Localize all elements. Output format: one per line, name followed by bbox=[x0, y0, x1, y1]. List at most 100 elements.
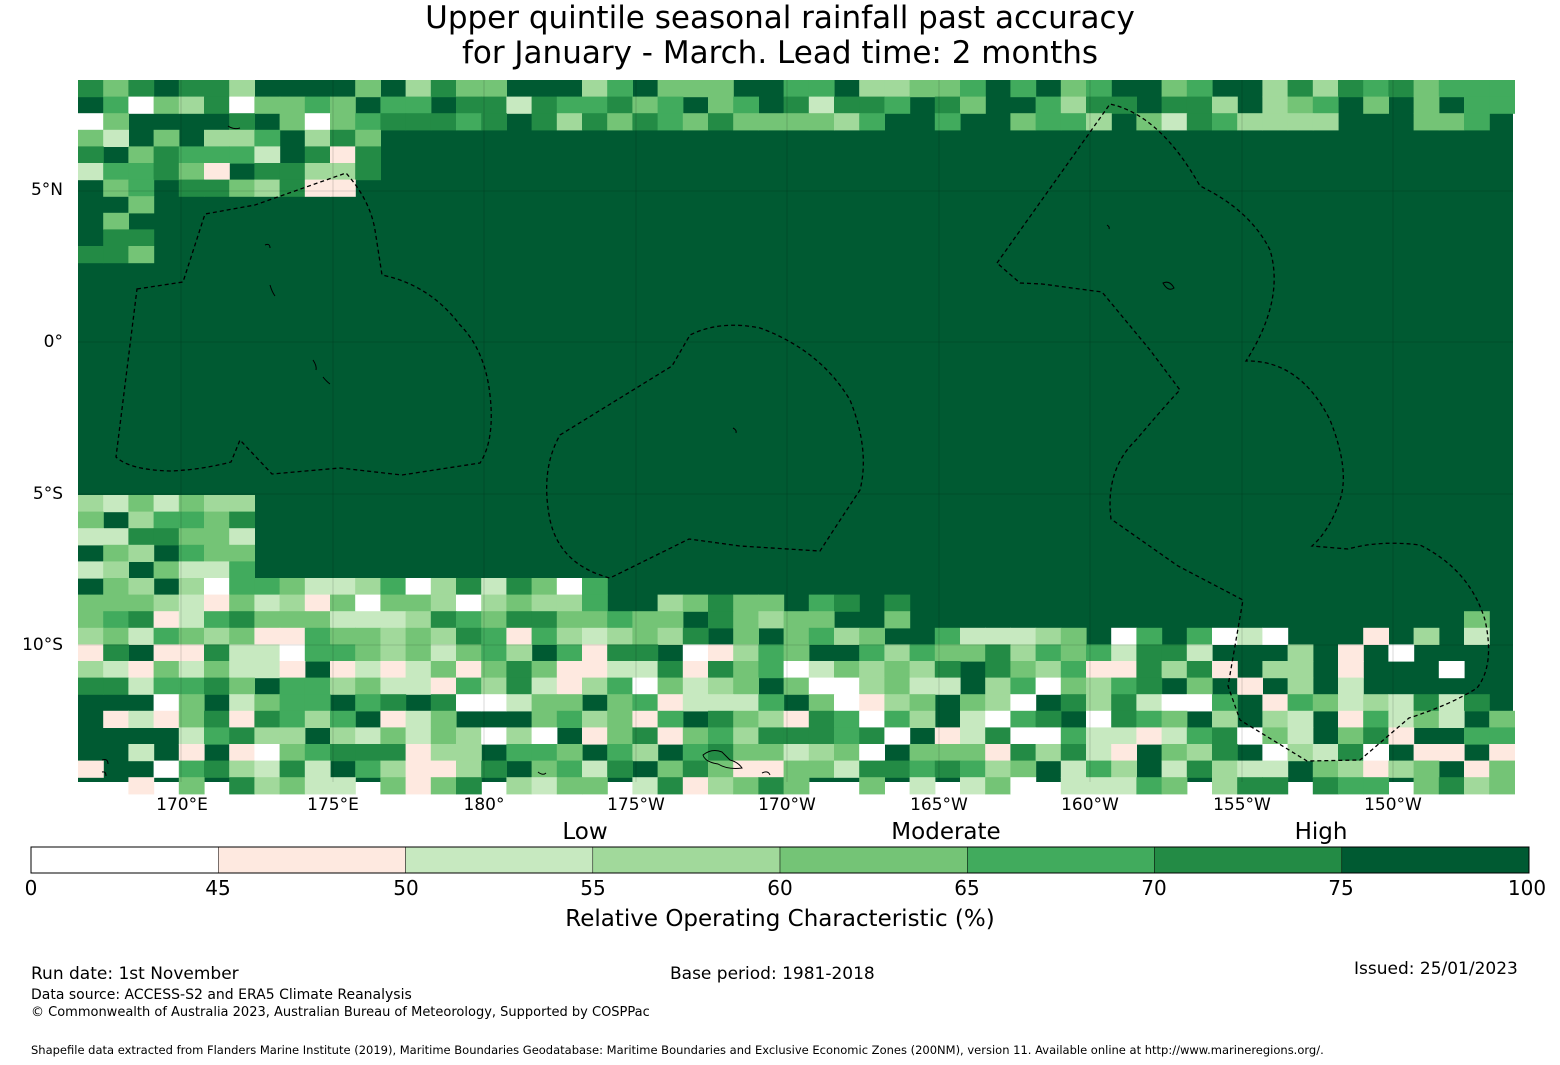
grid-cell bbox=[178, 727, 205, 745]
grid-cell bbox=[229, 777, 255, 795]
grid-cell bbox=[859, 694, 885, 712]
grid-cell bbox=[103, 561, 129, 579]
grid-cell bbox=[204, 96, 230, 114]
grid-cell bbox=[985, 744, 1011, 762]
grid-cell bbox=[229, 677, 255, 695]
grid-cell bbox=[1111, 744, 1137, 762]
grid-cell bbox=[985, 661, 1011, 679]
grid-cell bbox=[204, 578, 230, 596]
grid-cell bbox=[380, 777, 407, 795]
grid-cell bbox=[103, 212, 129, 230]
grid-cell bbox=[859, 627, 885, 645]
grid-cell bbox=[1010, 80, 1037, 98]
grid-cell bbox=[783, 113, 810, 131]
grid-cell bbox=[1237, 627, 1263, 645]
grid-cell bbox=[1464, 611, 1490, 629]
grid-cell bbox=[531, 710, 558, 728]
grid-cell bbox=[1212, 710, 1238, 728]
accuracy-grid-cells bbox=[78, 80, 1515, 795]
grid-cell bbox=[78, 644, 104, 662]
grid-cell bbox=[229, 594, 255, 612]
grid-cell bbox=[531, 760, 558, 778]
grid-cell bbox=[758, 744, 785, 762]
grid-cell bbox=[1136, 661, 1163, 679]
grid-cell bbox=[758, 694, 785, 712]
grid-cell bbox=[1388, 80, 1415, 98]
grid-cell bbox=[1338, 644, 1364, 662]
grid-cell bbox=[607, 661, 633, 679]
grid-cell bbox=[884, 727, 911, 745]
grid-cell bbox=[934, 80, 961, 98]
grid-cell bbox=[733, 727, 759, 745]
grid-cell bbox=[1438, 80, 1465, 98]
grid-cell bbox=[254, 129, 281, 147]
grid-cell bbox=[204, 727, 230, 745]
grid-cell bbox=[960, 80, 986, 98]
grid-cell bbox=[1186, 627, 1213, 645]
grid-cell bbox=[330, 611, 356, 629]
grid-cell bbox=[1010, 744, 1037, 762]
grid-cell bbox=[1287, 96, 1314, 114]
grid-cell bbox=[1111, 644, 1137, 662]
grid-cell bbox=[355, 129, 381, 147]
grid-cell bbox=[279, 611, 306, 629]
grid-cell bbox=[330, 627, 356, 645]
grid-cell bbox=[481, 677, 507, 695]
grid-cell bbox=[1262, 744, 1289, 762]
grid-cell bbox=[1111, 661, 1137, 679]
grid-cell bbox=[204, 495, 230, 513]
grid-cell bbox=[1338, 694, 1364, 712]
grid-cell bbox=[355, 594, 381, 612]
grid-cell bbox=[1262, 777, 1289, 795]
grid-cell bbox=[204, 661, 230, 679]
grid-cell bbox=[279, 578, 306, 596]
grid-cell bbox=[1438, 694, 1465, 712]
colorbar-segment bbox=[30, 846, 219, 874]
grid-cell bbox=[78, 146, 104, 164]
grid-cell bbox=[556, 677, 583, 695]
grid-cell bbox=[1262, 760, 1289, 778]
grid-cell bbox=[1464, 80, 1490, 98]
grid-cell bbox=[204, 710, 230, 728]
grid-cell bbox=[808, 661, 835, 679]
grid-cell bbox=[330, 578, 356, 596]
grid-cell bbox=[153, 163, 180, 181]
grid-cell bbox=[229, 627, 255, 645]
grid-cell bbox=[1136, 727, 1163, 745]
colorbar-tick: 50 bbox=[393, 876, 419, 900]
lon-label-175w: 175°W bbox=[607, 795, 665, 815]
grid-cell bbox=[960, 777, 986, 795]
grid-cell bbox=[1136, 677, 1163, 695]
colorbar-tick: 75 bbox=[1328, 876, 1354, 900]
grid-cell bbox=[607, 80, 633, 98]
grid-cell bbox=[1262, 694, 1289, 712]
grid-cell bbox=[506, 578, 533, 596]
grid-cell bbox=[985, 677, 1011, 695]
grid-cell bbox=[204, 129, 230, 147]
grid-cell bbox=[405, 594, 432, 612]
grid-cell bbox=[1161, 760, 1188, 778]
grid-cell bbox=[1111, 627, 1137, 645]
lat-label-0: 0° bbox=[43, 332, 63, 352]
grid-cell bbox=[632, 644, 659, 662]
grid-cell bbox=[1338, 677, 1364, 695]
grid-cell bbox=[481, 611, 507, 629]
map-title-line2: for January - March. Lead time: 2 months bbox=[461, 35, 1099, 71]
grid-cell bbox=[355, 80, 381, 98]
issued-date: Issued: 25/01/2023 bbox=[1354, 959, 1518, 979]
grid-cell bbox=[78, 511, 104, 529]
grid-cell bbox=[632, 96, 659, 114]
grid-cell bbox=[556, 760, 583, 778]
grid-cell bbox=[380, 710, 407, 728]
grid-cell bbox=[1035, 627, 1062, 645]
lat-label-10s: 10°S bbox=[22, 635, 63, 655]
grid-cell bbox=[178, 644, 205, 662]
grid-cell bbox=[103, 710, 129, 728]
grid-cell bbox=[1212, 777, 1238, 795]
island-outline bbox=[1106, 224, 1110, 230]
grid-cell bbox=[128, 163, 155, 181]
grid-cell bbox=[1161, 80, 1188, 98]
grid-cell bbox=[78, 661, 104, 679]
grid-cell bbox=[1086, 744, 1112, 762]
grid-cell bbox=[1464, 777, 1490, 795]
